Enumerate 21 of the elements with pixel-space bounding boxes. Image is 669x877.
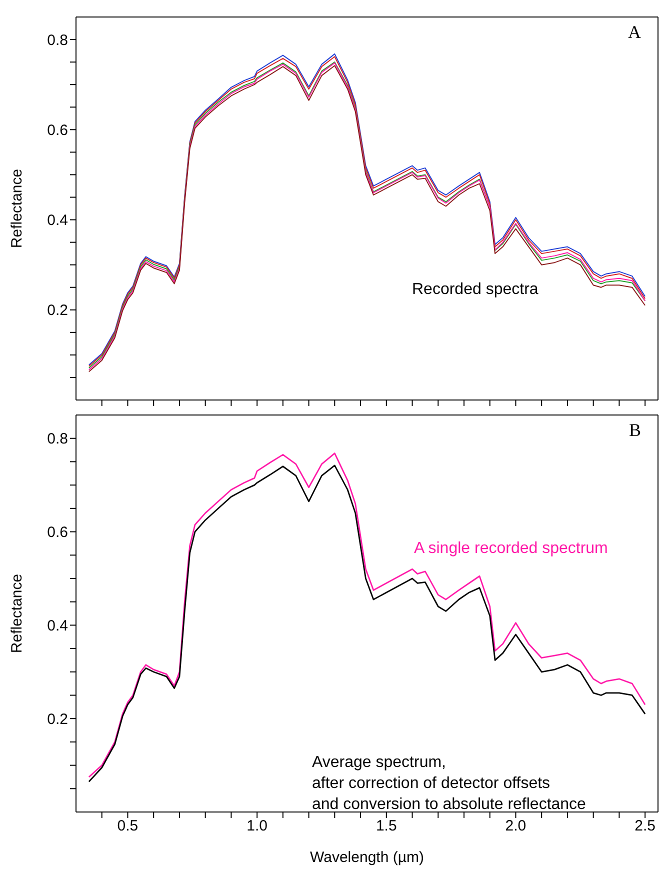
y-tick-label: 0.4 xyxy=(47,212,68,230)
series-label: A single recorded spectrum xyxy=(414,539,608,559)
y-axis-title: Reflectance xyxy=(8,168,26,248)
y-tick-label: 0.6 xyxy=(47,524,68,542)
y-tick-label: 0.8 xyxy=(47,32,68,49)
y-axis-title: Reflectance xyxy=(8,574,26,654)
y-tick-label: 0.2 xyxy=(47,302,68,320)
y-tick-label: 0.2 xyxy=(47,710,68,728)
annotation: B xyxy=(628,420,641,441)
y-tick-label: 0.8 xyxy=(47,430,68,448)
annotation: Recorded spectra xyxy=(412,281,538,299)
x-tick-label: 0.5 xyxy=(117,818,138,835)
x-tick-label: 2.5 xyxy=(634,818,656,835)
y-tick-label: 0.6 xyxy=(47,122,68,139)
x-tick-label: 2.0 xyxy=(505,818,526,835)
text: Average spectrum, after correction of detector offsets and conversion to absolute reflectance xyxy=(312,753,586,815)
y-tick-label: 0.4 xyxy=(47,618,68,634)
annotation: A xyxy=(628,22,641,43)
x-tick-label: 1.0 xyxy=(246,818,268,835)
x-axis-title: Wavelength (µm) xyxy=(310,849,424,866)
x-tick-label: 1.5 xyxy=(376,818,397,835)
